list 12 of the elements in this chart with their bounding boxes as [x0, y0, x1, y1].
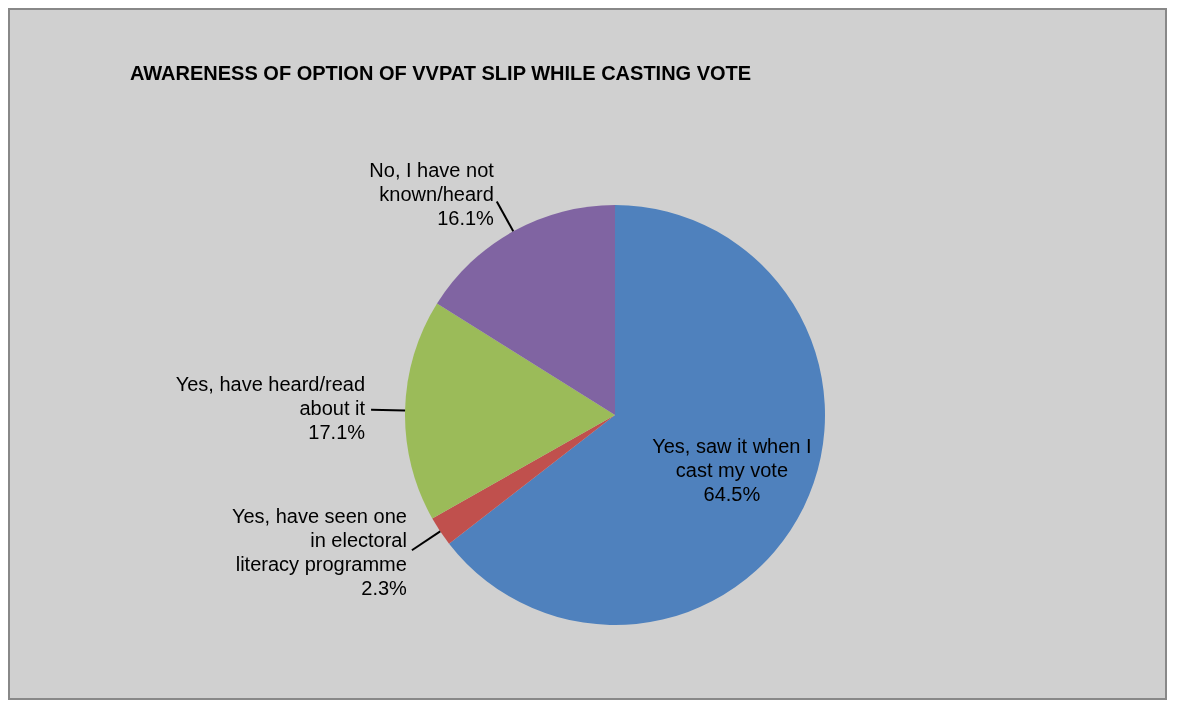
slice-label: Yes, saw it when I cast my vote: [652, 435, 812, 482]
chart-title: AWARENESS OF OPTION OF VVPAT SLIP WHILE CASTING VOTE: [130, 62, 752, 85]
slice-label: Yes, have seen one in electoral literacy programme: [231, 504, 407, 575]
data-label: 2.3%: [361, 576, 408, 599]
data-label: 16.1%: [437, 207, 495, 230]
data-label: 64.5%: [703, 483, 761, 506]
slice-label: Yes, have heard/read about it: [175, 372, 366, 419]
data-label: 17.1%: [308, 420, 366, 443]
pie-slice: [436, 205, 615, 415]
pie-slice: [405, 303, 615, 519]
pie-slice: [432, 415, 615, 544]
slice-label: No, I have not known/heard: [369, 159, 495, 206]
